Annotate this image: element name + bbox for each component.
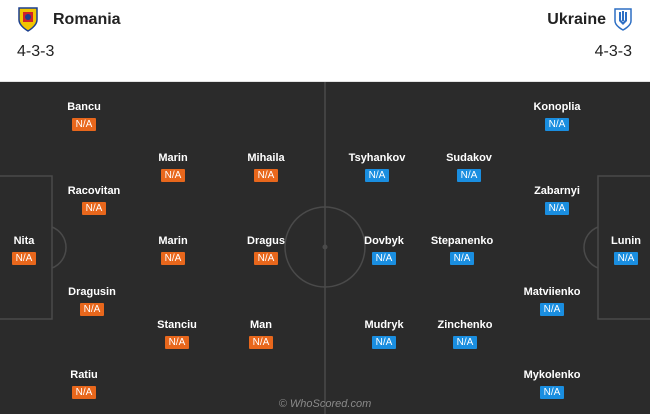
player-name: Mykolenko [523,369,581,381]
player-name: Man [250,319,272,331]
away-player-lb[interactable]: Mykolenko N/A [512,368,592,400]
player-rating: N/A [254,169,278,182]
away-team-name[interactable]: Ukraine [547,11,606,28]
away-player-rw[interactable]: Tsyhankov N/A [337,151,417,183]
home-player-lcb[interactable]: Racovitan N/A [54,184,134,216]
player-rating: N/A [12,252,36,265]
match-header: Romania 4-3-3 Ukraine 4-3-3 [0,0,650,82]
player-name: Dragus [247,235,285,247]
home-player-cm[interactable]: Marin N/A [133,234,213,266]
player-name: Lunin [611,235,641,247]
home-player-lw[interactable]: Mihaila N/A [226,151,306,183]
player-rating: N/A [450,252,474,265]
pitch-lines [0,82,650,414]
player-rating: N/A [72,118,96,131]
home-player-st[interactable]: Dragus N/A [226,234,306,266]
player-name: Stanciu [157,319,197,331]
away-player-lcm[interactable]: Zinchenko N/A [425,318,505,350]
home-player-rw[interactable]: Man N/A [221,318,301,350]
pitch: Nita N/A Bancu N/A Racovitan N/A Dragusi… [0,82,650,414]
home-player-lcm[interactable]: Marin N/A [133,151,213,183]
player-name: Zinchenko [437,319,493,331]
player-name: Konoplia [533,101,581,113]
player-name: Nita [13,235,35,247]
player-name: Matviienko [523,286,581,298]
away-player-st[interactable]: Dovbyk N/A [344,234,424,266]
player-name: Bancu [67,101,101,113]
ukraine-crest-icon [614,8,632,31]
player-rating: N/A [254,252,278,265]
player-rating: N/A [161,169,185,182]
player-rating: N/A [540,386,564,399]
player-rating: N/A [372,252,396,265]
player-rating: N/A [82,202,106,215]
home-player-rcb[interactable]: Dragusin N/A [52,285,132,317]
player-rating: N/A [249,336,273,349]
home-team-name[interactable]: Romania [53,11,121,28]
player-rating: N/A [540,303,564,316]
player-name: Ratiu [70,369,98,381]
player-name: Dovbyk [364,235,404,247]
away-player-rcb[interactable]: Zabarnyi N/A [517,184,597,216]
away-player-lw[interactable]: Mudryk N/A [344,318,424,350]
player-name: Marin [158,152,188,164]
away-player-cm[interactable]: Stepanenko N/A [422,234,502,266]
player-name: Racovitan [67,185,121,197]
player-rating: N/A [165,336,189,349]
player-name: Zabarnyi [534,185,580,197]
player-name: Marin [158,235,188,247]
romania-crest-icon [18,7,38,32]
home-formation: 4-3-3 [17,43,55,60]
player-name: Dragusin [68,286,116,298]
watermark: © WhoScored.com [278,398,372,410]
player-name: Stepanenko [430,235,494,247]
player-rating: N/A [365,169,389,182]
away-formation: 4-3-3 [594,43,632,60]
player-name: Sudakov [446,152,492,164]
player-rating: N/A [72,386,96,399]
player-name: Mudryk [364,319,404,331]
away-player-lcb[interactable]: Matviienko N/A [512,285,592,317]
player-name: Mihaila [247,152,285,164]
away-player-rb[interactable]: Konoplia N/A [517,100,597,132]
home-player-rb[interactable]: Ratiu N/A [44,368,124,400]
player-rating: N/A [453,336,477,349]
player-name: Tsyhankov [348,152,406,164]
player-rating: N/A [372,336,396,349]
player-rating: N/A [80,303,104,316]
player-rating: N/A [457,169,481,182]
player-rating: N/A [161,252,185,265]
home-player-gk[interactable]: Nita N/A [0,234,64,266]
player-rating: N/A [545,118,569,131]
player-rating: N/A [545,202,569,215]
home-player-rcm[interactable]: Stanciu N/A [137,318,217,350]
player-rating: N/A [614,252,638,265]
home-player-lb[interactable]: Bancu N/A [44,100,124,132]
away-player-rcm[interactable]: Sudakov N/A [429,151,509,183]
away-player-gk[interactable]: Lunin N/A [586,234,650,266]
